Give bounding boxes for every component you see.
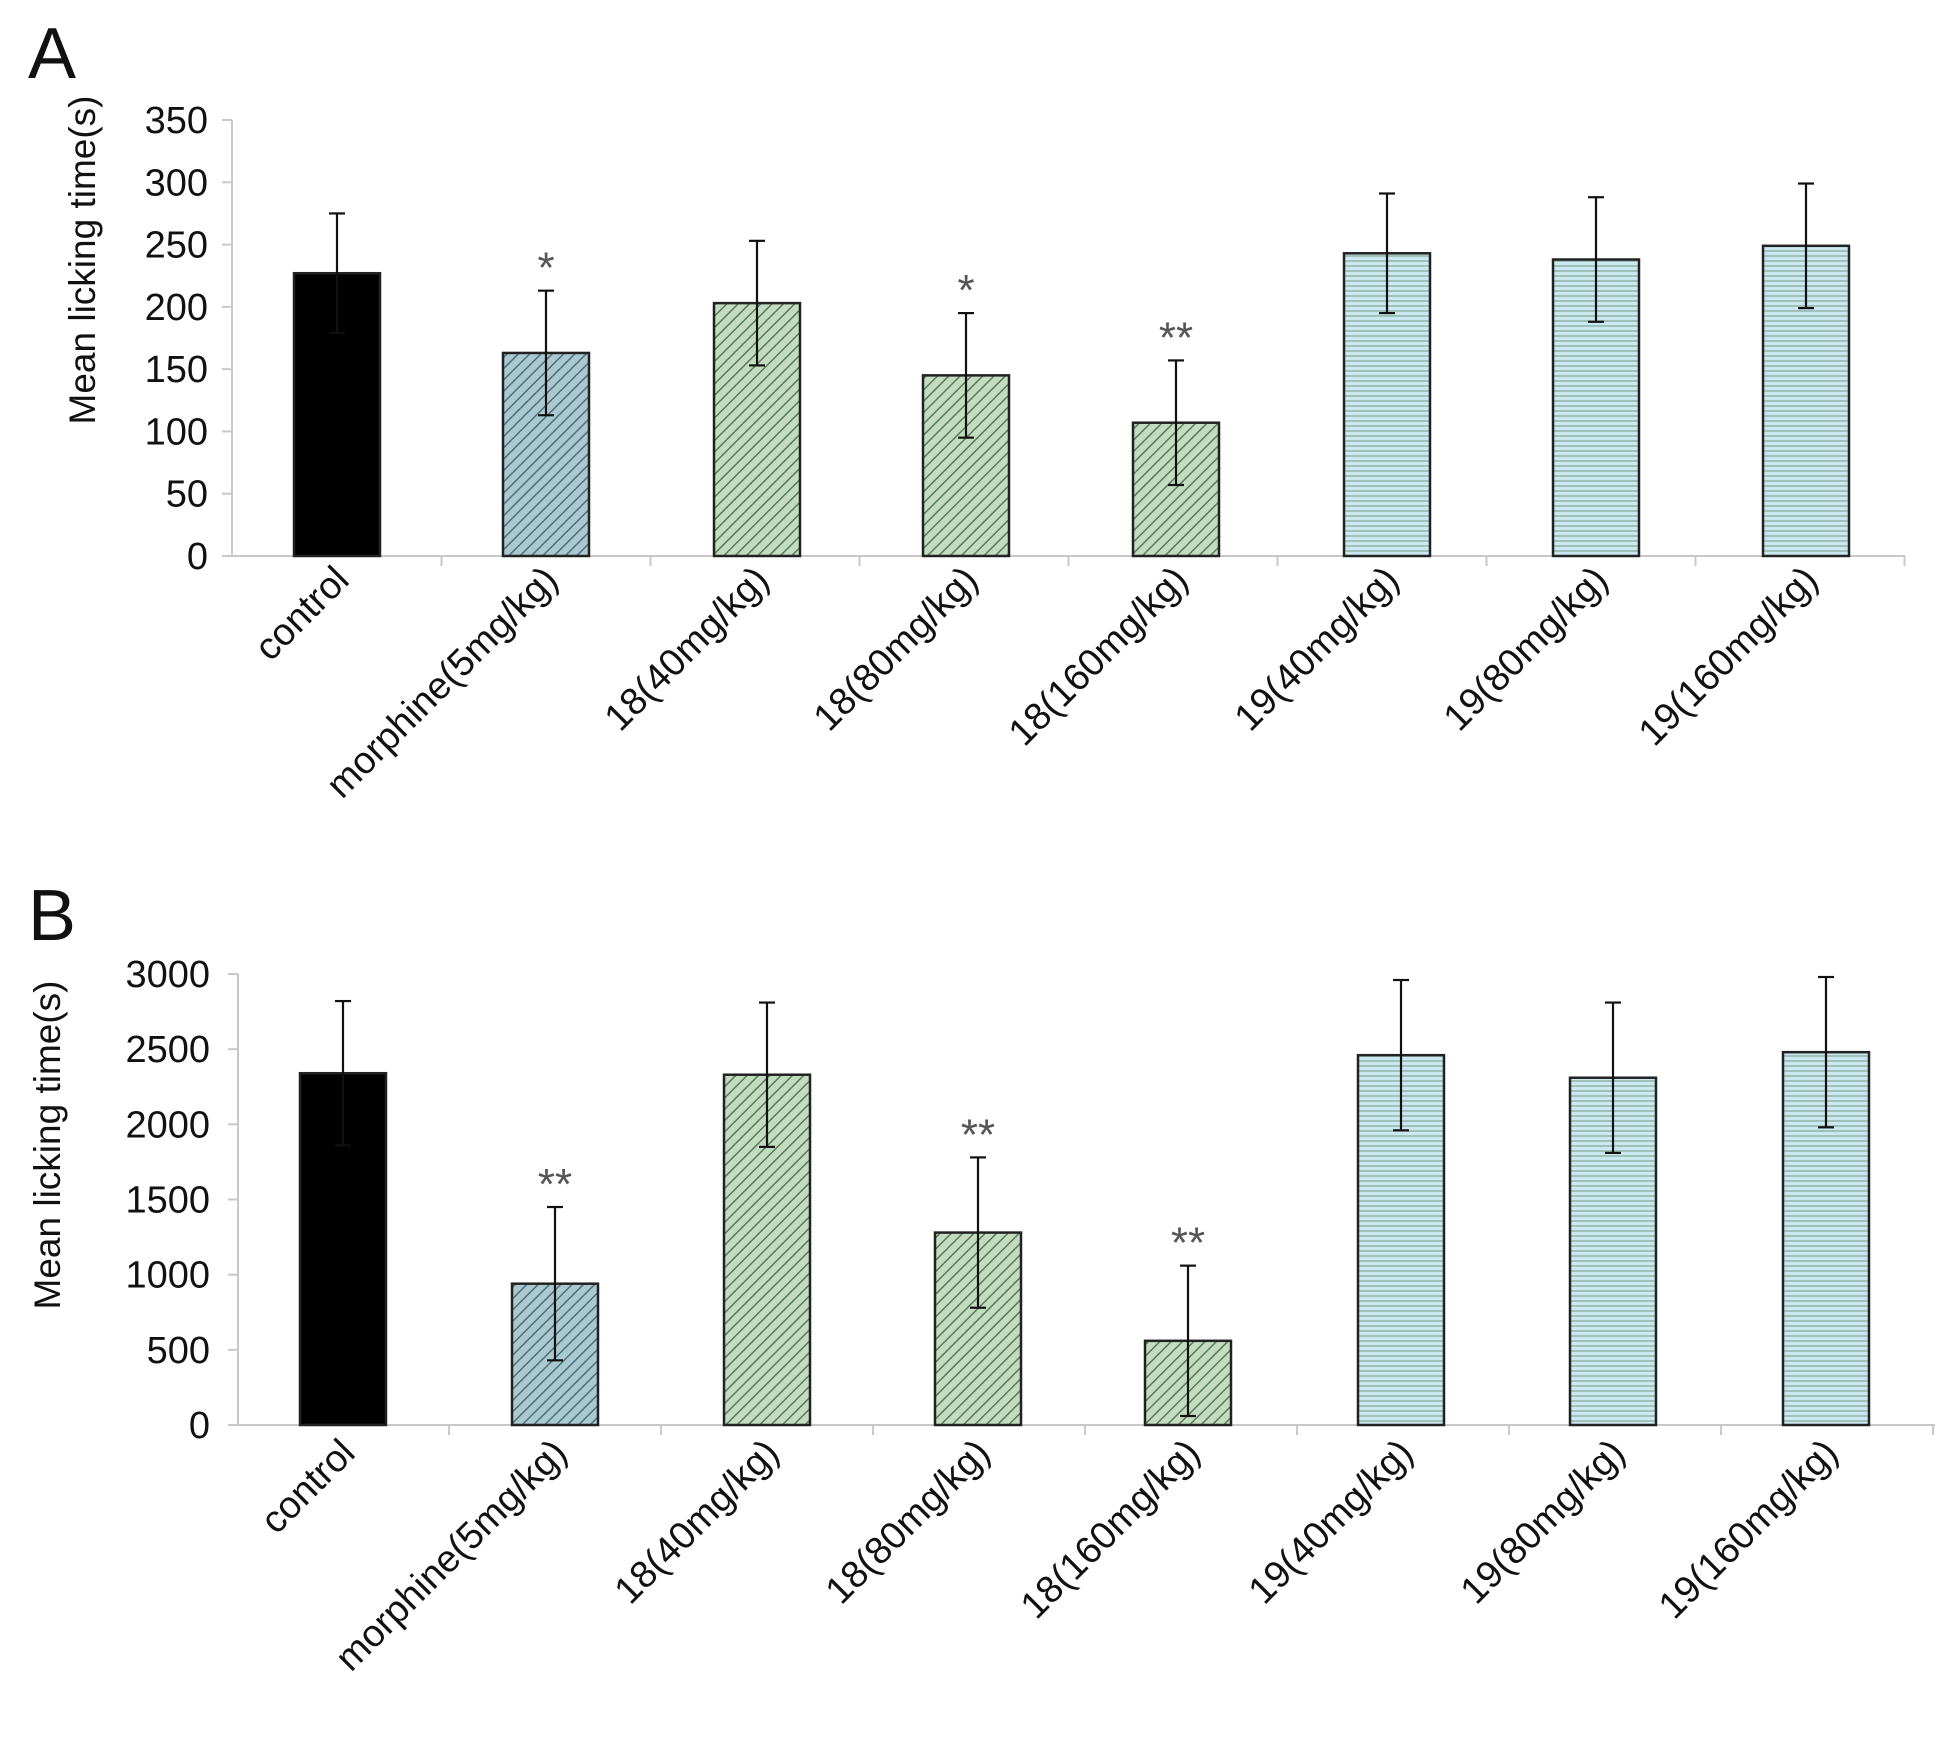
panel-a-significance-marker: ** <box>1159 313 1193 362</box>
panel-a-chart: A Mean licking time(s) 0 50 100 150 200 250 30… <box>28 14 1906 807</box>
panel-a-y-tick-label: 300 <box>145 162 208 204</box>
panel-b-significance-marker: ** <box>961 1110 995 1159</box>
panel-a-x-tick-label: 19(160mg/kg) <box>1631 559 1826 754</box>
panel-a-significance-marker: * <box>957 266 974 315</box>
panel-a-letter: A <box>28 14 76 94</box>
panel-b-y-axis-label: Mean licking time(s) <box>27 981 68 1310</box>
panel-a-y-tick-label: 50 <box>166 474 208 516</box>
panel-b-y-tick-label: 1000 <box>125 1255 210 1297</box>
panel-a-y-tick-label: 150 <box>145 349 208 391</box>
panel-b-y-tick-label: 2000 <box>125 1104 210 1146</box>
panel-a-x-tick-label: 19(40mg/kg) <box>1227 559 1408 740</box>
panel-b-significance-marker: ** <box>1171 1219 1205 1268</box>
panel-b-y-tick-label: 500 <box>147 1330 210 1372</box>
panel-a-y-tick-label: 200 <box>145 287 208 329</box>
panel-a-y-axis-label: Mean licking time(s) <box>62 96 103 425</box>
panel-a-x-tick-label: morphine(5mg/kg) <box>319 559 567 807</box>
panel-b-letter: B <box>28 876 76 956</box>
panel-a-y-tick-label: 250 <box>145 225 208 267</box>
panel-a-x-tick-label: control <box>247 559 357 669</box>
panel-b-x-tick-label: morphine(5mg/kg) <box>328 1432 576 1680</box>
panel-b-x-tick-label: 19(160mg/kg) <box>1651 1432 1846 1627</box>
panel-a-x-tick-label: 18(80mg/kg) <box>806 559 987 740</box>
panel-a-y-tick-label: 350 <box>145 100 208 142</box>
panel-b-x-tick-label: 18(160mg/kg) <box>1013 1432 1208 1627</box>
panel-b-y-tick-label: 0 <box>189 1405 210 1447</box>
panel-b-x-tick-label: 18(80mg/kg) <box>818 1432 999 1613</box>
panel-a-y-tick-label: 0 <box>187 536 208 578</box>
panel-b-chart: B Mean licking time(s) 0 500 1000 1500 2000 2… <box>27 876 1935 1679</box>
panel-a-y-tick-label: 100 <box>145 411 208 453</box>
panel-b-y-tick-label: 3000 <box>125 954 210 996</box>
panel-b-x-tick-label: control <box>253 1432 363 1542</box>
panel-a-significance-marker: * <box>537 244 554 293</box>
panel-b-y-tick-label: 1500 <box>125 1180 210 1222</box>
panel-b-bar <box>1568 1076 1658 1427</box>
panel-a-x-tick-label: 18(160mg/kg) <box>1001 559 1196 754</box>
panel-b-y-tick-label: 2500 <box>125 1029 210 1071</box>
panel-b-x-tick-label: 19(80mg/kg) <box>1453 1432 1634 1613</box>
panel-a-x-tick-label: 18(40mg/kg) <box>597 559 778 740</box>
panel-b-x-tick-label: 18(40mg/kg) <box>607 1432 788 1613</box>
panel-a-bar <box>1761 244 1851 558</box>
panel-a-x-tick-label: 19(80mg/kg) <box>1436 559 1617 740</box>
panel-b-significance-marker: ** <box>538 1160 572 1209</box>
panel-b-x-tick-label: 19(40mg/kg) <box>1241 1432 1422 1613</box>
